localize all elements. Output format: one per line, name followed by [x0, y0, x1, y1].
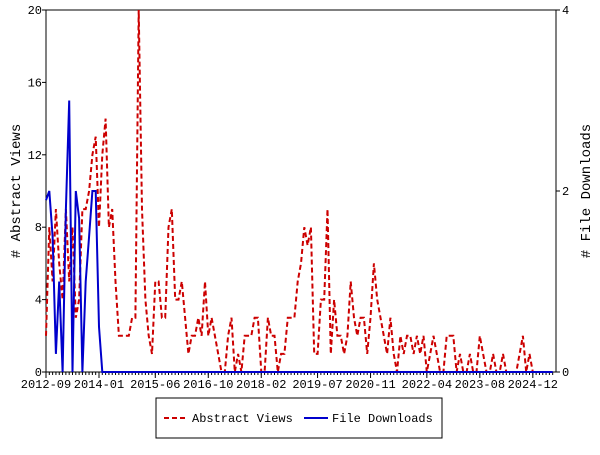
y-tick-label: 8 [35, 221, 42, 235]
y2-axis-label: # File Downloads [579, 124, 595, 258]
y2-tick-label: 2 [562, 185, 569, 199]
legend-box [155, 397, 443, 439]
x-tick-label: 2015-06 [130, 378, 180, 392]
y-tick-label: 4 [35, 294, 42, 308]
y-axis-label: # Abstract Views [9, 124, 25, 258]
data-line [45, 9, 553, 373]
legend-label: File Downloads [332, 412, 433, 426]
y-tick-label: 0 [35, 366, 42, 380]
plot-frame [45, 9, 557, 373]
x-tick-label: 2012-09 [21, 378, 71, 392]
x-tick-label: 2020-11 [345, 378, 395, 392]
x-tick-label: 2019-07 [292, 378, 342, 392]
y-tick-label: 20 [28, 4, 42, 18]
y2-tick-label: 4 [562, 4, 569, 18]
x-tick-label: 2024-12 [508, 378, 558, 392]
x-tick-label: 2014-01 [74, 378, 124, 392]
data-line [45, 100, 553, 373]
x-tick-label: 2016-10 [183, 378, 233, 392]
x-tick-label: 2022-04 [402, 378, 452, 392]
x-tick-label: 2018-02 [236, 378, 286, 392]
y2-tick-label: 0 [562, 366, 569, 380]
y-tick-label: 16 [28, 76, 42, 90]
y-tick-label: 12 [28, 149, 42, 163]
x-tick-label: 2023-08 [455, 378, 505, 392]
legend-label: Abstract Views [192, 412, 293, 426]
